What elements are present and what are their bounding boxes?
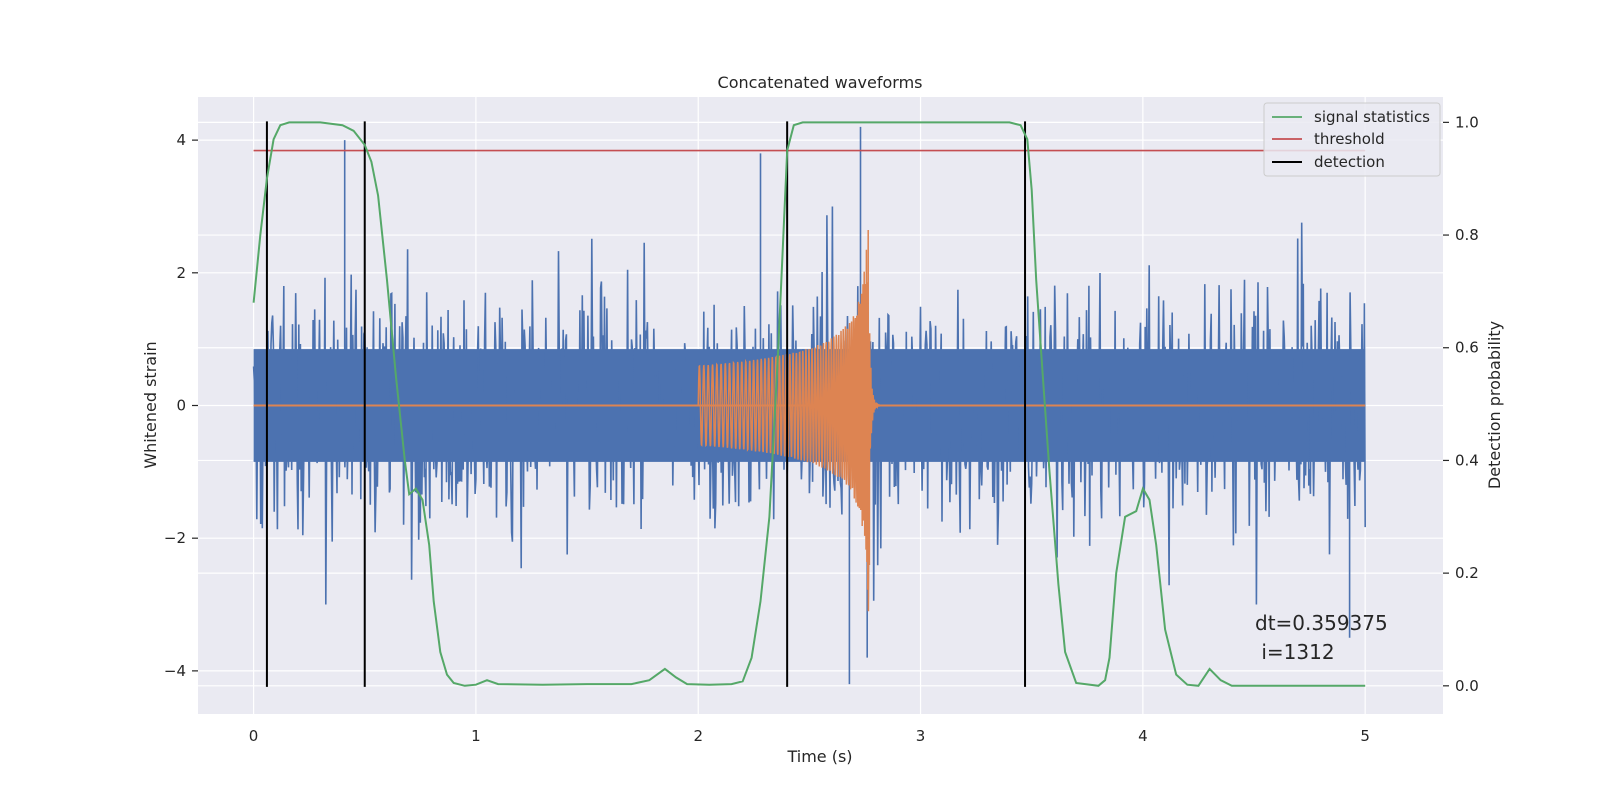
legend-box	[1263, 102, 1441, 177]
y-right-axis-label: Detection probability	[1485, 321, 1504, 489]
legend-label-threshold: threshold	[1314, 130, 1385, 148]
y-left-tick-label: 0	[176, 397, 186, 415]
y-left-tick-label: 4	[176, 131, 186, 149]
legend-label-detection: detection	[1314, 153, 1385, 171]
x-tick-label: 5	[1360, 727, 1370, 745]
y-right-tick-label: 1.0	[1455, 113, 1479, 131]
y-left-tick-label: 2	[176, 264, 186, 282]
x-tick-label: 2	[693, 727, 703, 745]
y-left-axis-label: Whitened strain	[141, 341, 160, 468]
x-tick-label: 1	[471, 727, 481, 745]
y-left-tick-label: −4	[164, 662, 186, 680]
x-tick-label: 3	[916, 727, 926, 745]
chart-title: Concatenated waveforms	[718, 73, 923, 92]
y-right-tick-label: 0.8	[1455, 226, 1479, 244]
y-left-tick-label: −2	[164, 529, 186, 547]
x-axis-ticks: 0 1 2 3 4 5	[249, 727, 1370, 745]
y-left-axis-ticks: −4 −2 0 2 4	[164, 131, 198, 680]
noise-series	[252, 126, 1366, 685]
chirp-series	[697, 229, 921, 612]
data-layer	[252, 121, 1366, 687]
legend: signal statistics threshold detection	[1263, 102, 1441, 177]
x-axis-label: Time (s)	[786, 747, 852, 766]
annotation-index: i=1312	[1255, 640, 1335, 664]
annotation: dt=0.359375 i=1312	[1255, 611, 1388, 664]
x-tick-label: 4	[1138, 727, 1148, 745]
y-right-tick-label: 0.6	[1455, 339, 1479, 357]
x-tick-label: 0	[249, 727, 259, 745]
y-right-tick-label: 0.0	[1455, 677, 1479, 695]
statistics-line	[252, 121, 1366, 687]
y-right-tick-label: 0.2	[1455, 564, 1479, 582]
legend-label-statistics: signal statistics	[1314, 108, 1430, 126]
y-right-tick-label: 0.4	[1455, 451, 1479, 469]
y-right-axis-ticks: 0.0 0.2 0.4 0.6 0.8 1.0	[1443, 113, 1479, 695]
annotation-dt: dt=0.359375	[1255, 611, 1388, 635]
